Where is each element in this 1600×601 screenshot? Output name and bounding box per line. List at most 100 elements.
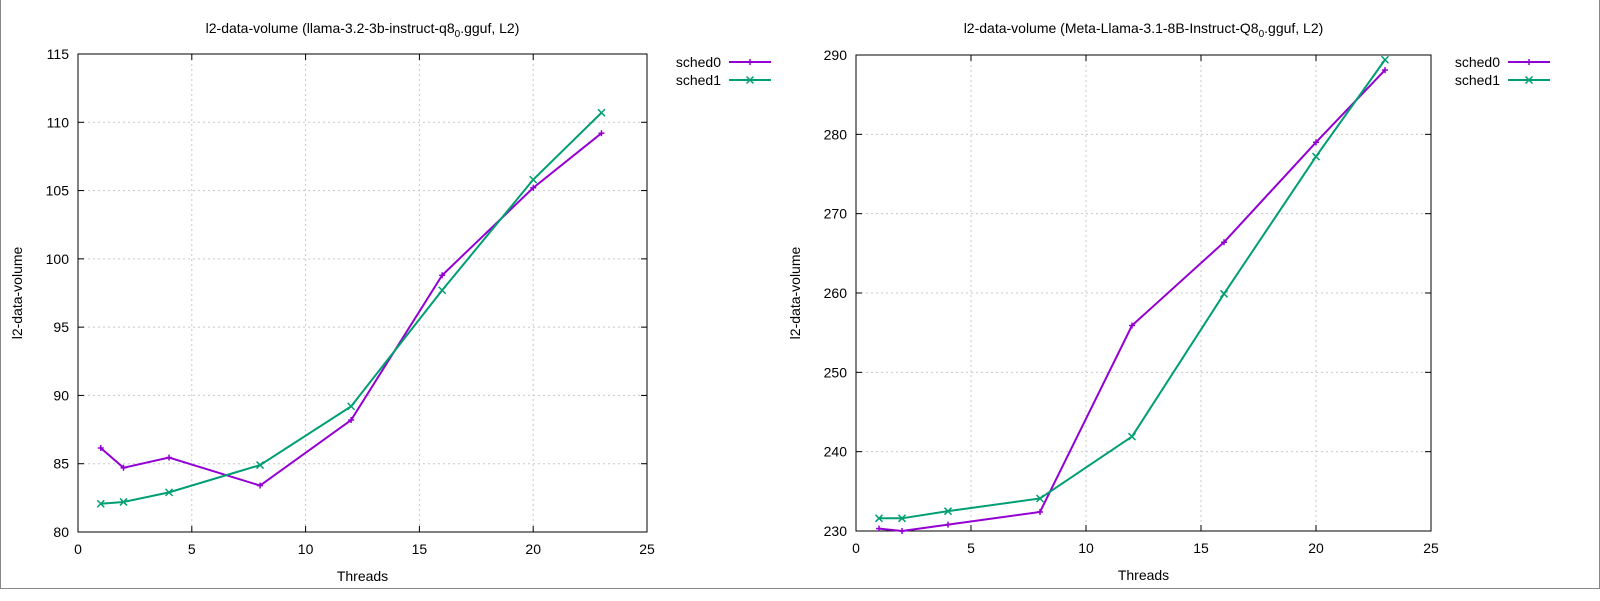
data-point: [1037, 508, 1043, 515]
marker-cross: [897, 514, 907, 523]
x-axis-label: Threads: [1118, 567, 1169, 583]
series-line: [100, 132, 603, 487]
series-sched1: [96, 108, 606, 508]
marker-cross: [438, 286, 447, 295]
x-tick-label: 5: [188, 541, 196, 557]
chart-title: l2-data-volume (Meta-Llama-3.1-8B-Instru…: [964, 20, 1324, 40]
series-sched1: [874, 55, 1390, 523]
data-point: [348, 417, 355, 424]
marker-cross: [529, 175, 538, 184]
data-point: [120, 464, 127, 471]
legend-label: sched0: [676, 54, 721, 70]
data-point: [1380, 55, 1390, 64]
marker-cross: [874, 514, 884, 523]
chart-2: 0 5 10 15 20 25 230 240 250 260 270 280 290 l2-data-v…: [787, 20, 1550, 583]
series-line: [100, 112, 603, 505]
chart-1: 0 5 10 15 20 25 80 85 90 95 100 105 110 115 l2-data-vo…: [9, 20, 771, 584]
legend-label: sched1: [1455, 72, 1500, 88]
data-point: [945, 521, 951, 528]
marker-cross: [1127, 432, 1137, 441]
data-point: [347, 402, 356, 411]
series-line: [878, 69, 1386, 533]
x-tick-label: 15: [412, 541, 428, 557]
x-tick-label: 25: [639, 541, 655, 557]
data-point: [1127, 432, 1137, 441]
y-tick-label: 105: [46, 183, 70, 199]
marker-cross: [943, 507, 953, 516]
title-subscript: 0: [1259, 29, 1265, 40]
y-tick-label: 80: [53, 524, 69, 540]
legend-marker: [745, 75, 755, 85]
data-point: [1219, 289, 1229, 298]
y-axis-label: l2-data-volume: [787, 246, 803, 339]
data-point: [876, 525, 882, 532]
y-tick-label: 115: [47, 46, 70, 62]
marker-cross: [1219, 289, 1229, 298]
title-main: l2-data-volume (Meta-Llama-3.1-8B-Instru…: [964, 20, 1259, 36]
y-tick-label: 240: [824, 444, 848, 460]
data-point: [598, 130, 605, 137]
marker-cross: [165, 488, 174, 497]
x-tick-label: 20: [525, 541, 541, 557]
marker-cross: [119, 497, 128, 506]
legend-label: sched1: [676, 72, 721, 88]
x-tick-label: 10: [298, 541, 314, 557]
data-point: [1221, 239, 1227, 246]
data-point: [1129, 322, 1135, 329]
title-main: l2-data-volume (llama-3.2-3b-instruct-q8: [206, 20, 455, 36]
data-point: [874, 514, 884, 523]
marker-cross: [1035, 494, 1045, 503]
y-tick-label: 250: [824, 364, 848, 380]
series-line: [879, 59, 1386, 520]
data-point: [529, 175, 538, 184]
data-point: [97, 445, 104, 452]
y-tick-label: 290: [824, 47, 848, 63]
data-point: [899, 528, 905, 534]
series-sched0: [876, 67, 1388, 534]
data-point: [1311, 152, 1321, 161]
plot-border: [77, 53, 648, 533]
data-point: [1035, 494, 1045, 503]
data-point: [119, 497, 128, 506]
y-tick-label: 270: [824, 206, 848, 222]
data-point: [943, 507, 953, 516]
x-tick-label: 15: [1193, 540, 1209, 556]
x-tick-label: 0: [74, 541, 82, 557]
y-tick-label: 85: [53, 456, 69, 472]
chart-title: l2-data-volume (llama-3.2-3b-instruct-q8…: [206, 20, 520, 40]
charts-svg: 0 5 10 15 20 25 80 85 90 95 100 105 110 115 l2-data-vo…: [9, 20, 1550, 584]
y-tick-label: 230: [824, 523, 848, 539]
data-point: [438, 286, 447, 295]
x-tick-label: 5: [967, 540, 975, 556]
series-sched0: [97, 130, 605, 489]
marker-cross: [256, 461, 265, 470]
title-suffix: .gguf, L2): [1264, 20, 1323, 36]
y-tick-label: 95: [53, 319, 69, 335]
marker-cross: [597, 108, 606, 117]
data-point: [1313, 139, 1319, 146]
x-tick-label: 20: [1308, 540, 1324, 556]
marker-cross: [347, 402, 356, 411]
y-tick-label: 280: [824, 126, 848, 142]
data-point: [439, 272, 446, 279]
data-point: [165, 488, 174, 497]
data-point: [1382, 67, 1388, 74]
y-tick-label: 100: [46, 251, 70, 267]
x-tick-label: 25: [1423, 540, 1439, 556]
data-point: [96, 499, 105, 508]
x-axis-label: Threads: [337, 568, 388, 584]
marker-cross: [1380, 55, 1390, 64]
y-axis-label: l2-data-volume: [9, 246, 25, 339]
y-tick-label: 110: [47, 114, 70, 130]
data-point: [257, 482, 264, 489]
y-tick-label: 90: [53, 387, 69, 403]
x-tick-label: 0: [852, 540, 860, 556]
title-suffix: .gguf, L2): [460, 20, 519, 36]
plot-border: [855, 54, 1432, 532]
title-subscript: 0: [455, 29, 461, 40]
data-point: [256, 461, 265, 470]
y-tick-label: 260: [824, 285, 848, 301]
marker-cross: [96, 499, 105, 508]
data-point: [166, 454, 173, 461]
